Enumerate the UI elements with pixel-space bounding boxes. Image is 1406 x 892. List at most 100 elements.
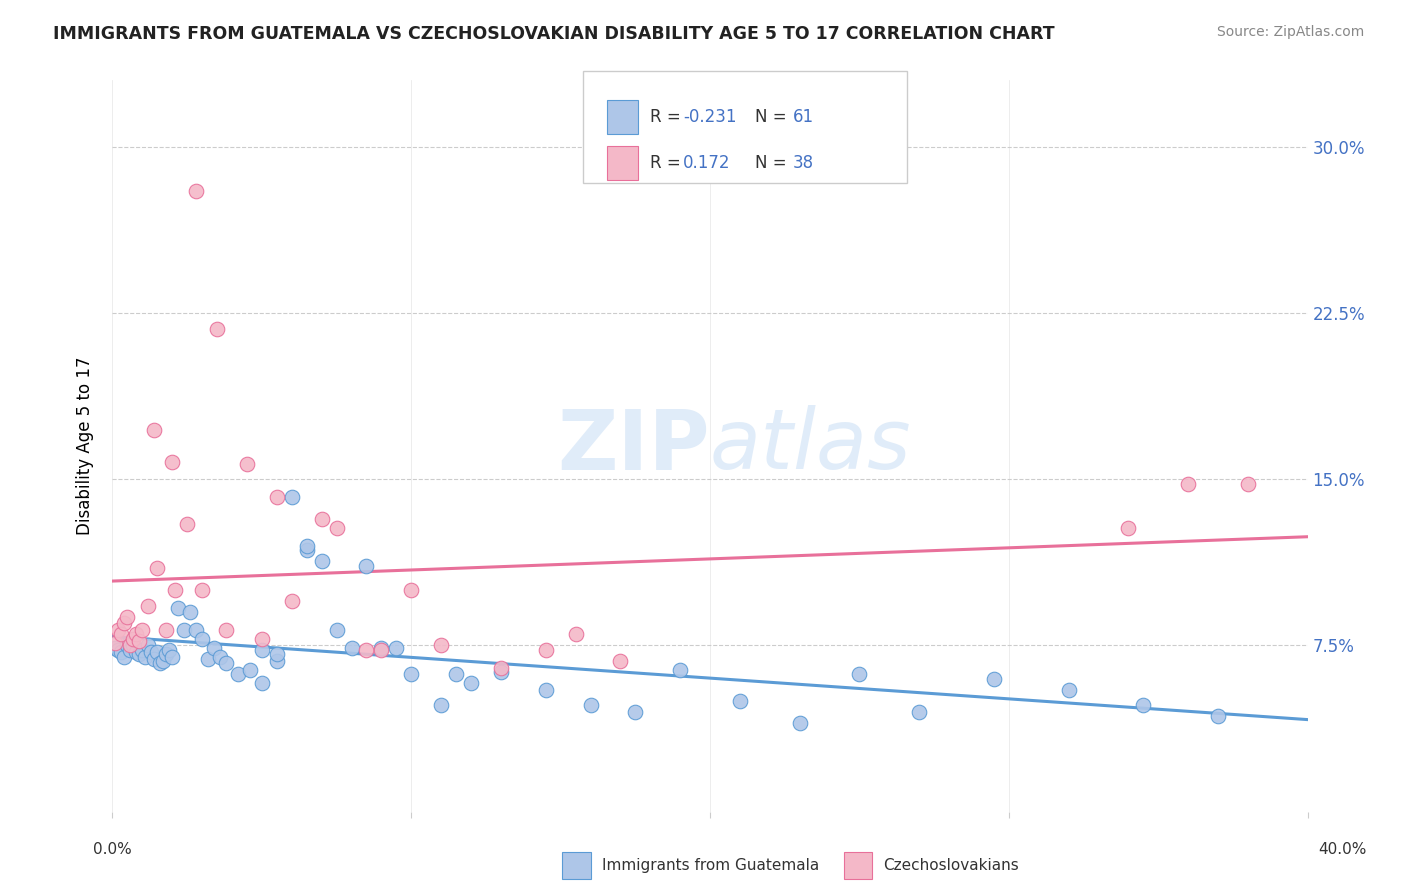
Point (356, 558, 378, 573)
Point (325, 623, 347, 637)
Point (624, 705, 647, 719)
Point (122, 639, 145, 653)
Point (370, 640, 392, 655)
Point (908, 705, 931, 719)
Point (236, 457, 259, 471)
Point (146, 561, 169, 575)
Point (110, 627, 132, 641)
Point (564, 627, 586, 641)
Point (669, 663, 692, 677)
Point (534, 643, 557, 657)
Point (152, 654, 174, 668)
Point (128, 634, 150, 648)
Point (460, 676, 482, 690)
Point (141, 645, 163, 659)
Point (155, 623, 177, 637)
Point (1237, 476, 1260, 491)
Text: atlas: atlas (710, 406, 911, 486)
Point (149, 657, 172, 671)
Point (186, 184, 208, 198)
Point (489, 660, 512, 674)
Point (430, 698, 453, 713)
Point (250, 643, 273, 657)
Point (266, 654, 288, 668)
Point (401, 667, 423, 681)
Point (125, 645, 148, 659)
Point (311, 554, 333, 568)
Point (1132, 698, 1154, 713)
Point (138, 639, 160, 653)
Point (295, 539, 318, 553)
Point (226, 667, 249, 681)
Point (430, 639, 453, 653)
Point (356, 643, 378, 657)
Point (131, 623, 153, 637)
Point (250, 676, 273, 690)
Point (1057, 682, 1080, 697)
Point (1118, 521, 1140, 535)
Point (117, 639, 139, 653)
Point (146, 645, 169, 659)
Point (165, 583, 187, 598)
Point (107, 623, 129, 637)
Point (107, 643, 129, 657)
Text: 0.0%: 0.0% (93, 842, 132, 856)
Point (215, 657, 238, 671)
Text: N =: N = (755, 154, 792, 172)
Point (281, 490, 304, 504)
Point (266, 648, 288, 662)
Text: N =: N = (755, 108, 792, 126)
Text: -0.231: -0.231 (683, 108, 737, 126)
Point (281, 594, 304, 608)
Text: Immigrants from Guatemala: Immigrants from Guatemala (602, 858, 820, 872)
Point (205, 321, 228, 335)
Point (983, 672, 1005, 686)
Point (191, 632, 214, 646)
Y-axis label: Disability Age 5 to 17: Disability Age 5 to 17 (76, 357, 94, 535)
Text: R =: R = (650, 108, 686, 126)
Point (162, 649, 183, 664)
Text: IMMIGRANTS FROM GUATEMALA VS CZECHOSLOVAKIAN DISABILITY AGE 5 TO 17 CORRELATION : IMMIGRANTS FROM GUATEMALA VS CZECHOSLOVA… (53, 25, 1054, 43)
Point (311, 512, 333, 526)
Text: 0.172: 0.172 (683, 154, 731, 172)
Text: Source: ZipAtlas.com: Source: ZipAtlas.com (1216, 25, 1364, 39)
Point (104, 636, 127, 650)
Point (1206, 709, 1229, 723)
Point (848, 667, 870, 681)
Text: 40.0%: 40.0% (1319, 842, 1367, 856)
Point (114, 616, 135, 631)
Point (250, 632, 273, 646)
Point (143, 424, 166, 438)
Point (215, 623, 238, 637)
Point (138, 599, 160, 613)
Point (155, 648, 177, 662)
Point (162, 454, 183, 468)
Point (489, 665, 512, 679)
Point (239, 663, 262, 677)
Point (167, 600, 190, 615)
Point (340, 640, 363, 655)
Point (370, 643, 392, 657)
Point (179, 605, 201, 619)
Text: R =: R = (650, 154, 686, 172)
Point (117, 609, 139, 624)
Point (186, 623, 208, 637)
Point (197, 652, 219, 666)
Point (728, 694, 751, 708)
Text: ZIP: ZIP (558, 406, 710, 486)
Point (134, 649, 156, 664)
Point (609, 654, 631, 668)
Text: 38: 38 (793, 154, 814, 172)
Point (120, 639, 142, 653)
Text: 61: 61 (793, 108, 814, 126)
Point (385, 640, 408, 655)
Point (789, 716, 811, 731)
Point (295, 543, 318, 558)
Point (176, 516, 198, 531)
Point (125, 627, 148, 641)
Point (173, 623, 195, 637)
Point (157, 643, 180, 657)
Point (401, 583, 423, 598)
Point (444, 667, 467, 681)
Point (104, 640, 127, 655)
